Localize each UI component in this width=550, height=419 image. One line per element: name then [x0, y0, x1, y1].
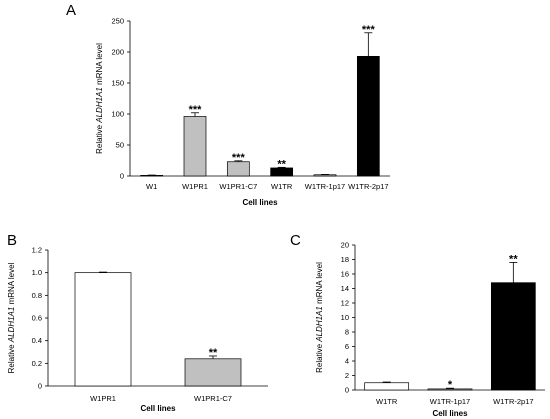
y-tick-label: 200 — [111, 48, 124, 57]
y-tick-label: 6 — [345, 342, 349, 351]
y-tick-label: 0.2 — [32, 359, 42, 368]
y-axis-label-prefix: Relative — [7, 342, 16, 373]
y-tick-label: 18 — [341, 255, 349, 264]
x-axis-label: Cell lines — [140, 404, 176, 413]
y-tick-label: 0 — [38, 382, 42, 391]
y-tick-label: 1.0 — [32, 268, 42, 277]
category-label: W1PR1-C7 — [194, 394, 232, 403]
y-tick-label: 20 — [341, 241, 349, 250]
y-tick-label: 12 — [341, 299, 349, 308]
panel-label: B — [7, 232, 17, 249]
significance-label: ** — [209, 347, 218, 359]
significance-label: ** — [509, 253, 518, 265]
significance-label: * — [448, 379, 453, 391]
bar-w1pr1-c7 — [226, 161, 250, 177]
category-label: W1 — [146, 182, 157, 191]
chart-panel-c: C 0 2 4 6 8 10 12 14 16 18 20 W1TR * W1TR-1p17 ** W1TR-2… — [290, 232, 545, 418]
x-axis-label: Cell lines — [242, 198, 278, 207]
category-label: W1TR-1p17 — [430, 397, 470, 406]
bar-w1tr-2p17 — [490, 282, 536, 391]
y-tick-label: 100 — [111, 110, 124, 119]
y-tick-label: 150 — [111, 79, 124, 88]
chart-panel-b: B 0 0.2 0.4 0.6 0.8 1.0 1.2 W1PR1 ** W1PR1-C7 Cell … — [7, 232, 268, 413]
significance-label: *** — [362, 24, 376, 36]
y-axis-label-gene: ALDH1A1 — [315, 306, 324, 343]
panel-label: A — [66, 2, 76, 19]
y-axis-label: Relative ALDH1A1 mRNA level — [95, 43, 104, 154]
y-tick-label: 14 — [341, 284, 349, 293]
y-tick-label: 16 — [341, 270, 349, 279]
bar-w1pr1 — [74, 272, 132, 387]
bar-w1tr-1p17 — [313, 174, 337, 177]
y-axis-label-gene: ALDH1A1 — [95, 87, 104, 124]
bar-w1tr-2p17 — [356, 55, 380, 177]
category-label: W1PR1 — [182, 182, 208, 191]
y-tick-label: 2 — [345, 371, 349, 380]
y-axis-label: Relative ALDH1A1 mRNA level — [7, 262, 16, 373]
y-tick-label: 0.6 — [32, 314, 42, 323]
y-axis-label-gene: ALDH1A1 — [7, 307, 16, 344]
y-axis-label-prefix: Relative — [315, 342, 324, 373]
y-axis-label-prefix: Relative — [95, 123, 104, 154]
category-label: W1TR — [376, 397, 398, 406]
significance-label: *** — [189, 104, 203, 116]
category-label: W1TR — [271, 182, 293, 191]
y-axis-label-suffix: mRNA level — [95, 43, 104, 87]
y-tick-label: 0.8 — [32, 291, 42, 300]
y-tick-label: 10 — [341, 313, 349, 322]
y-tick-label: 0 — [120, 172, 124, 181]
bar-w1pr1-c7 — [184, 358, 242, 387]
y-axis-label: Relative ALDH1A1 mRNA level — [315, 262, 324, 373]
category-label: W1TR-2p17 — [493, 397, 533, 406]
category-label: W1TR-1p17 — [305, 182, 345, 191]
category-label: W1PR1-C7 — [219, 182, 257, 191]
bar-w1tr — [364, 382, 410, 391]
y-tick-label: 50 — [116, 141, 124, 150]
y-tick-label: 1.2 — [32, 246, 42, 255]
x-axis-label: Cell lines — [432, 409, 468, 418]
significance-label: ** — [277, 158, 286, 170]
significance-label: *** — [232, 152, 246, 164]
y-tick-label: 0.4 — [32, 336, 42, 345]
y-axis-label-suffix: mRNA level — [7, 262, 16, 306]
y-tick-label: 8 — [345, 328, 349, 337]
panel-label: C — [290, 232, 301, 249]
y-tick-label: 0 — [345, 386, 349, 395]
y-axis-label-suffix: mRNA level — [315, 262, 324, 306]
chart-panel-a: A 0 50 100 150 200 250 W1 *** W1PR1 *** W1PR1-C7 ** W… — [66, 2, 390, 207]
y-tick-label: 4 — [345, 357, 349, 366]
category-label: W1TR-2p17 — [348, 182, 388, 191]
category-label: W1PR1 — [90, 394, 116, 403]
bar-w1pr1 — [183, 116, 207, 177]
bar-w1 — [140, 175, 164, 177]
y-tick-label: 250 — [111, 17, 124, 26]
